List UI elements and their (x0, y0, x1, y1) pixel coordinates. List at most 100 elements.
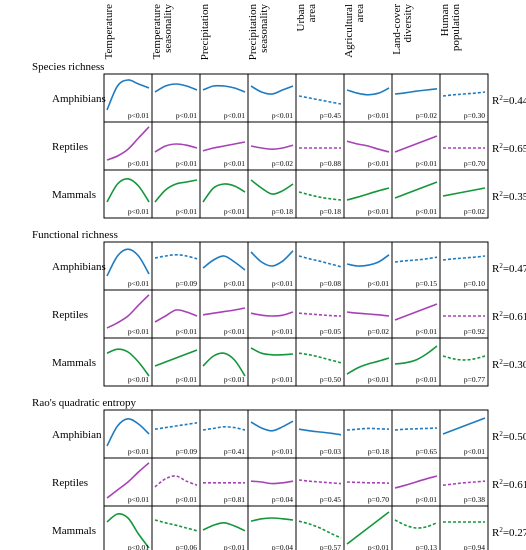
response-curve (298, 255, 342, 268)
p-value-label: p<0.01 (416, 207, 437, 216)
taxon-label: Reptiles (52, 309, 88, 321)
response-curve (442, 355, 486, 361)
p-value-label: p<0.01 (368, 159, 389, 168)
p-value-label: p<0.01 (176, 207, 197, 216)
panel-frame (439, 337, 489, 387)
taxon-label: Amphibians (52, 261, 106, 273)
r-squared-label: R2=0.65 (492, 142, 526, 155)
p-value-label: p=0.88 (320, 159, 341, 168)
response-curve (154, 253, 198, 260)
response-curve (202, 307, 246, 316)
column-header: Precipitationseasonality (247, 4, 270, 61)
p-value-label: p=0.70 (368, 495, 389, 504)
p-value-label: p<0.01 (128, 327, 149, 336)
taxon-label: Amphibians (52, 93, 106, 105)
p-value-label: p<0.01 (224, 543, 245, 550)
p-value-label: p=0.02 (464, 207, 485, 216)
p-value-label: p<0.01 (272, 279, 293, 288)
p-value-label: p<0.01 (176, 159, 197, 168)
p-value-label: p<0.01 (224, 207, 245, 216)
response-curve (346, 357, 390, 375)
response-curve (346, 254, 390, 267)
p-value-label: p=0.45 (320, 495, 341, 504)
p-value-label: p=0.38 (464, 495, 485, 504)
p-value-label: p<0.01 (224, 279, 245, 288)
p-value-label: p=0.18 (320, 207, 341, 216)
response-curve (394, 135, 438, 153)
response-curve (298, 95, 342, 105)
response-curve (394, 345, 438, 365)
response-curve (394, 475, 438, 489)
p-value-label: p<0.01 (176, 327, 197, 336)
taxon-label: Reptiles (52, 477, 88, 489)
p-value-label: p=0.15 (416, 279, 437, 288)
p-value-label: p=0.09 (176, 279, 197, 288)
section-title: Rao's quadratic entropy (32, 397, 137, 409)
p-value-label: p=0.02 (272, 159, 293, 168)
column-header: Temperature (103, 4, 115, 60)
response-curve (202, 255, 246, 271)
response-curve (106, 348, 150, 377)
response-curve (394, 181, 438, 199)
p-value-label: p=0.04 (272, 543, 293, 550)
taxon-label: Mammals (52, 189, 96, 201)
p-value-label: p=0.08 (320, 279, 341, 288)
response-curve (298, 312, 342, 317)
response-curve (346, 481, 390, 484)
p-value-label: p=0.65 (416, 447, 437, 456)
response-curve (394, 427, 438, 431)
r-squared-label: R2=0.61 (492, 478, 526, 491)
p-value-label: p<0.01 (416, 327, 437, 336)
column-header: Agriculturalarea (343, 4, 366, 58)
response-curve (394, 256, 438, 263)
response-curve (202, 352, 246, 377)
p-value-label: p=0.92 (464, 327, 485, 336)
column-header: Precipitation (199, 4, 211, 61)
p-value-label: p=0.94 (464, 543, 485, 550)
response-curve (106, 126, 150, 161)
column-header: Temperatureseasonality (151, 4, 174, 60)
taxon-label: Mammals (52, 525, 96, 537)
response-curve (250, 420, 294, 432)
p-value-label: p<0.01 (224, 375, 245, 384)
p-value-label: p<0.01 (224, 327, 245, 336)
response-curve (106, 177, 150, 203)
p-value-label: p<0.01 (416, 375, 437, 384)
response-curve (298, 479, 342, 485)
p-value-label: p<0.01 (368, 279, 389, 288)
p-value-label: p<0.01 (368, 543, 389, 550)
response-curve (394, 519, 438, 529)
taxon-label: Mammals (52, 357, 96, 369)
response-curve (394, 303, 438, 321)
response-curve (154, 422, 198, 430)
response-curve (442, 417, 486, 435)
response-curve (106, 248, 150, 277)
p-value-label: p<0.01 (464, 447, 485, 456)
column-header: Humanpopulation (439, 4, 462, 52)
section-title: Functional richness (32, 229, 118, 241)
response-curve (298, 520, 342, 539)
p-value-label: p=0.02 (416, 111, 437, 120)
p-value-label: p<0.01 (416, 159, 437, 168)
p-value-label: p=0.03 (320, 447, 341, 456)
p-value-label: p<0.01 (176, 375, 197, 384)
p-value-label: p=0.50 (320, 375, 341, 384)
r-squared-label: R2=0.30 (492, 358, 526, 371)
p-value-label: p<0.01 (128, 447, 149, 456)
response-curve (298, 191, 342, 201)
p-value-label: p<0.01 (224, 111, 245, 120)
response-curve (394, 88, 438, 95)
response-curve (442, 255, 486, 261)
p-value-label: p<0.01 (272, 375, 293, 384)
p-value-label: p=0.70 (464, 159, 485, 168)
p-value-label: p=0.09 (176, 447, 197, 456)
response-curve (154, 83, 198, 93)
response-curve (202, 425, 246, 431)
p-value-label: p<0.01 (128, 159, 149, 168)
p-value-label: p=0.30 (464, 111, 485, 120)
response-curve (346, 511, 390, 545)
response-curve (298, 352, 342, 364)
response-curve (250, 85, 294, 95)
p-value-label: p<0.01 (272, 447, 293, 456)
